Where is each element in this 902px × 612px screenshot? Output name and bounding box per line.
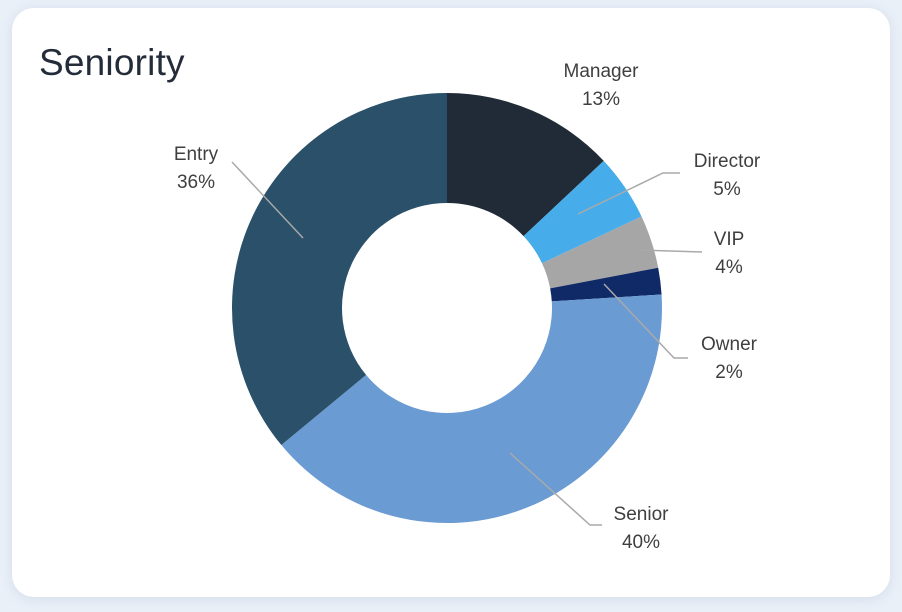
slice-pct-manager: 13% bbox=[581, 89, 621, 110]
leader-line-director bbox=[577, 172, 680, 215]
slice-label-entry: Entry 36% bbox=[174, 141, 218, 197]
leader-line-senior bbox=[509, 452, 602, 526]
slice-senior bbox=[281, 294, 663, 524]
slice-label-senior: Senior 40% bbox=[614, 501, 669, 557]
chart-card: Seniority Manager 13% Director 5% VIP 4%… bbox=[12, 8, 890, 597]
chart-title: Seniority bbox=[39, 42, 185, 83]
slice-manager bbox=[447, 92, 604, 237]
slice-name-owner: Owner bbox=[701, 334, 757, 355]
slice-pct-entry: 36% bbox=[176, 172, 216, 193]
leader-lines bbox=[231, 161, 703, 526]
slice-pct-senior: 40% bbox=[621, 532, 661, 553]
slice-name-vip: VIP bbox=[713, 229, 745, 250]
donut-slices bbox=[231, 92, 663, 524]
slice-pct-vip: 4% bbox=[715, 257, 743, 278]
leader-line-vip bbox=[637, 249, 703, 253]
slice-pct-owner: 2% bbox=[715, 362, 743, 383]
slice-name-manager: Manager bbox=[563, 61, 639, 82]
leader-line-entry bbox=[231, 161, 304, 239]
slice-vip bbox=[542, 216, 659, 289]
leader-line-owner bbox=[603, 283, 688, 359]
slice-label-manager: Manager 13% bbox=[564, 58, 639, 114]
slice-pct-director: 5% bbox=[713, 179, 741, 200]
slice-label-director: Director 5% bbox=[694, 148, 761, 204]
slice-label-vip: VIP 4% bbox=[714, 226, 745, 282]
slice-owner bbox=[550, 267, 662, 302]
slice-label-owner: Owner 2% bbox=[701, 331, 757, 387]
seniority-donut-chart bbox=[231, 92, 703, 526]
slice-name-entry: Entry bbox=[173, 144, 219, 165]
slice-entry bbox=[231, 92, 447, 446]
slice-name-director: Director bbox=[693, 151, 761, 172]
slice-name-senior: Senior bbox=[613, 504, 669, 525]
